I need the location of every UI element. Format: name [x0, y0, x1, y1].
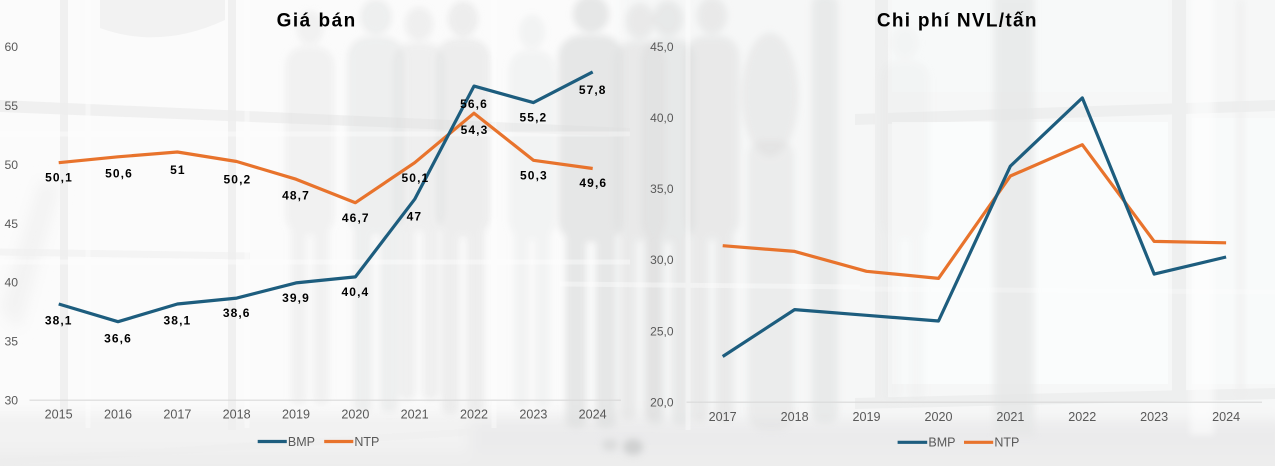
svg-text:NTP: NTP	[994, 436, 1019, 450]
svg-text:30: 30	[4, 394, 18, 408]
svg-text:30,0: 30,0	[650, 253, 674, 267]
svg-text:40,4: 40,4	[342, 285, 370, 299]
svg-text:Chi phí NVL/tấn: Chi phí NVL/tấn	[877, 11, 1038, 32]
svg-text:2015: 2015	[45, 408, 73, 422]
svg-text:2020: 2020	[924, 410, 952, 424]
svg-text:48,7: 48,7	[282, 189, 310, 203]
svg-text:38,1: 38,1	[45, 313, 73, 327]
svg-text:NTP: NTP	[354, 435, 379, 449]
svg-text:46,7: 46,7	[342, 211, 370, 225]
svg-text:60: 60	[4, 40, 18, 54]
svg-text:Giá bán: Giá bán	[277, 11, 357, 32]
svg-text:54,3: 54,3	[461, 123, 489, 137]
svg-text:2023: 2023	[519, 408, 547, 422]
svg-text:51: 51	[170, 163, 186, 177]
svg-text:2022: 2022	[460, 408, 488, 422]
svg-text:38,6: 38,6	[223, 306, 251, 320]
svg-text:2024: 2024	[1212, 410, 1240, 424]
svg-text:2022: 2022	[1068, 410, 1096, 424]
svg-text:2018: 2018	[781, 410, 809, 424]
svg-text:50,3: 50,3	[520, 168, 548, 182]
svg-text:BMP: BMP	[288, 435, 315, 449]
svg-text:57,8: 57,8	[579, 83, 607, 97]
svg-text:35,0: 35,0	[650, 182, 674, 196]
svg-text:38,1: 38,1	[164, 313, 192, 327]
svg-text:45,0: 45,0	[650, 40, 674, 54]
svg-text:2021: 2021	[401, 408, 429, 422]
svg-text:40,0: 40,0	[650, 111, 674, 125]
svg-text:2024: 2024	[579, 408, 607, 422]
svg-text:39,9: 39,9	[282, 291, 310, 305]
svg-text:2017: 2017	[163, 408, 191, 422]
svg-text:55,2: 55,2	[520, 111, 548, 125]
svg-text:36,6: 36,6	[104, 331, 132, 345]
svg-text:2021: 2021	[996, 410, 1024, 424]
svg-text:35: 35	[4, 335, 18, 349]
svg-text:50,1: 50,1	[45, 171, 73, 185]
svg-text:2019: 2019	[282, 408, 310, 422]
svg-text:2020: 2020	[341, 408, 369, 422]
svg-text:55: 55	[4, 99, 18, 113]
svg-text:49,6: 49,6	[579, 176, 607, 190]
svg-text:50,1: 50,1	[402, 171, 430, 185]
svg-text:2018: 2018	[223, 408, 251, 422]
svg-text:50,6: 50,6	[105, 167, 133, 181]
svg-text:45: 45	[4, 217, 18, 231]
svg-text:50: 50	[4, 158, 18, 172]
svg-text:25,0: 25,0	[650, 324, 674, 338]
svg-text:2023: 2023	[1140, 410, 1168, 424]
svg-text:47: 47	[407, 210, 423, 224]
svg-text:40: 40	[4, 276, 18, 290]
svg-text:2016: 2016	[104, 408, 132, 422]
svg-text:BMP: BMP	[928, 436, 955, 450]
svg-text:50,2: 50,2	[224, 172, 252, 186]
svg-text:2019: 2019	[852, 410, 880, 424]
svg-text:56,6: 56,6	[460, 97, 488, 111]
svg-text:20,0: 20,0	[650, 395, 674, 409]
svg-text:2017: 2017	[709, 410, 737, 424]
